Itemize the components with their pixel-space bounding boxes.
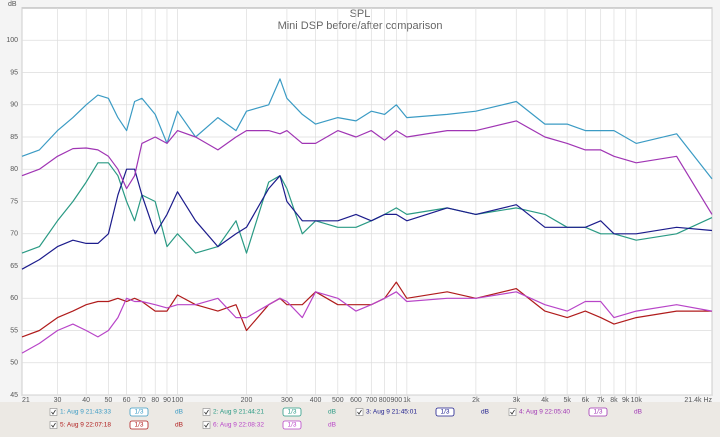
- legend-smoothing: 1/3: [593, 409, 602, 416]
- legend-label: 5: Aug 9 22:07:18: [60, 422, 111, 429]
- y-tick-label: 75: [10, 198, 18, 205]
- y-tick-label: 80: [10, 166, 18, 173]
- series-line: [21, 162, 713, 254]
- x-tick-label: 5k: [563, 397, 571, 404]
- legend-smoothing: 1/3: [287, 422, 296, 429]
- series-line: [21, 281, 712, 338]
- x-tick-label: 1k: [403, 397, 411, 404]
- legend-unit: dB: [175, 409, 183, 416]
- x-tick-label: 700: [365, 397, 377, 404]
- series-line: [21, 291, 713, 354]
- legend-check: [510, 409, 515, 415]
- legend-smoothing: 1/3: [134, 422, 143, 429]
- series-line: [21, 168, 713, 270]
- legend-smoothing: 1/3: [440, 409, 449, 416]
- x-tick-label: 800: [379, 397, 391, 404]
- legend-checkbox: [508, 408, 517, 416]
- legend-label: 2: Aug 9 21:44:21: [213, 409, 264, 416]
- legend-checkbox: [202, 421, 211, 429]
- x-tick-label: 21.4k Hz: [684, 397, 712, 404]
- legend-check: [51, 422, 56, 428]
- legend-label: 4: Aug 9 22:05:40: [519, 409, 570, 416]
- legend-smoothing: 1/3: [287, 409, 296, 416]
- chart-subtitle: Mini DSP before/after comparison: [278, 20, 443, 32]
- legend-check: [51, 409, 56, 415]
- legend-unit: dB: [328, 409, 336, 416]
- legend-checkbox: [49, 408, 58, 416]
- x-tick-label: 6k: [582, 397, 590, 404]
- legend-label: 6: Aug 9 22:08:32: [213, 422, 264, 429]
- chart-title: SPL: [350, 8, 371, 20]
- legend-smoothing-box: [588, 407, 608, 417]
- x-tick-label: 70: [138, 397, 146, 404]
- legend-check: [204, 409, 209, 415]
- y-tick-label: 100: [6, 37, 18, 44]
- legend-check: [357, 409, 362, 415]
- legend-label: 1: Aug 9 21:43:33: [60, 409, 111, 416]
- legend-smoothing-box: [129, 407, 149, 417]
- y-tick-label: 45: [10, 392, 18, 399]
- series-line: [21, 120, 713, 215]
- x-tick-label: 90: [163, 397, 171, 404]
- legend-unit: dB: [175, 422, 183, 429]
- legend-smoothing-box: [282, 420, 302, 430]
- legend-smoothing: 1/3: [134, 409, 143, 416]
- y-tick-label: 60: [10, 295, 18, 302]
- y-tick-label: 85: [10, 134, 18, 141]
- x-tick-label: 900: [390, 397, 402, 404]
- legend-panel: [0, 402, 720, 432]
- legend-unit: dB: [328, 422, 336, 429]
- legend-smoothing-box: [282, 407, 302, 417]
- x-tick-label: 100: [172, 397, 184, 404]
- y-tick-label: 95: [10, 69, 18, 76]
- x-tick-label: 200: [241, 397, 253, 404]
- x-tick-label: 50: [105, 397, 113, 404]
- y-tick-label: 70: [10, 231, 18, 238]
- y-tick-label: 55: [10, 327, 18, 334]
- y-tick-label: 65: [10, 263, 18, 270]
- legend-smoothing-box: [435, 407, 455, 417]
- x-tick-label: 9k: [622, 397, 630, 404]
- x-tick-label: 3k: [513, 397, 521, 404]
- x-tick-label: 400: [310, 397, 322, 404]
- y-tick-label: 90: [10, 102, 18, 109]
- legend-checkbox: [49, 421, 58, 429]
- x-tick-label: 600: [350, 397, 362, 404]
- y-tick-label: 50: [10, 360, 18, 367]
- legend-check: [204, 422, 209, 428]
- x-tick-label: 10k: [631, 397, 643, 404]
- x-tick-label: 4k: [541, 397, 549, 404]
- x-tick-label: 7k: [597, 397, 605, 404]
- x-tick-label: 2k: [472, 397, 480, 404]
- x-tick-label: 80: [151, 397, 159, 404]
- x-tick-label: 21: [22, 397, 30, 404]
- y-axis-label: dB: [8, 1, 17, 8]
- x-tick-label: 60: [123, 397, 131, 404]
- x-tick-label: 500: [332, 397, 344, 404]
- series-line: [21, 78, 713, 180]
- legend-unit: dB: [481, 409, 489, 416]
- x-tick-label: 8k: [610, 397, 618, 404]
- legend-unit: dB: [634, 409, 642, 416]
- legend-smoothing-box: [129, 420, 149, 430]
- legend-checkbox: [355, 408, 364, 416]
- legend-checkbox: [202, 408, 211, 416]
- x-tick-label: 30: [54, 397, 62, 404]
- x-tick-label: 40: [82, 397, 90, 404]
- x-tick-label: 300: [281, 397, 293, 404]
- legend-label: 3: Aug 9 21:45:01: [366, 409, 417, 416]
